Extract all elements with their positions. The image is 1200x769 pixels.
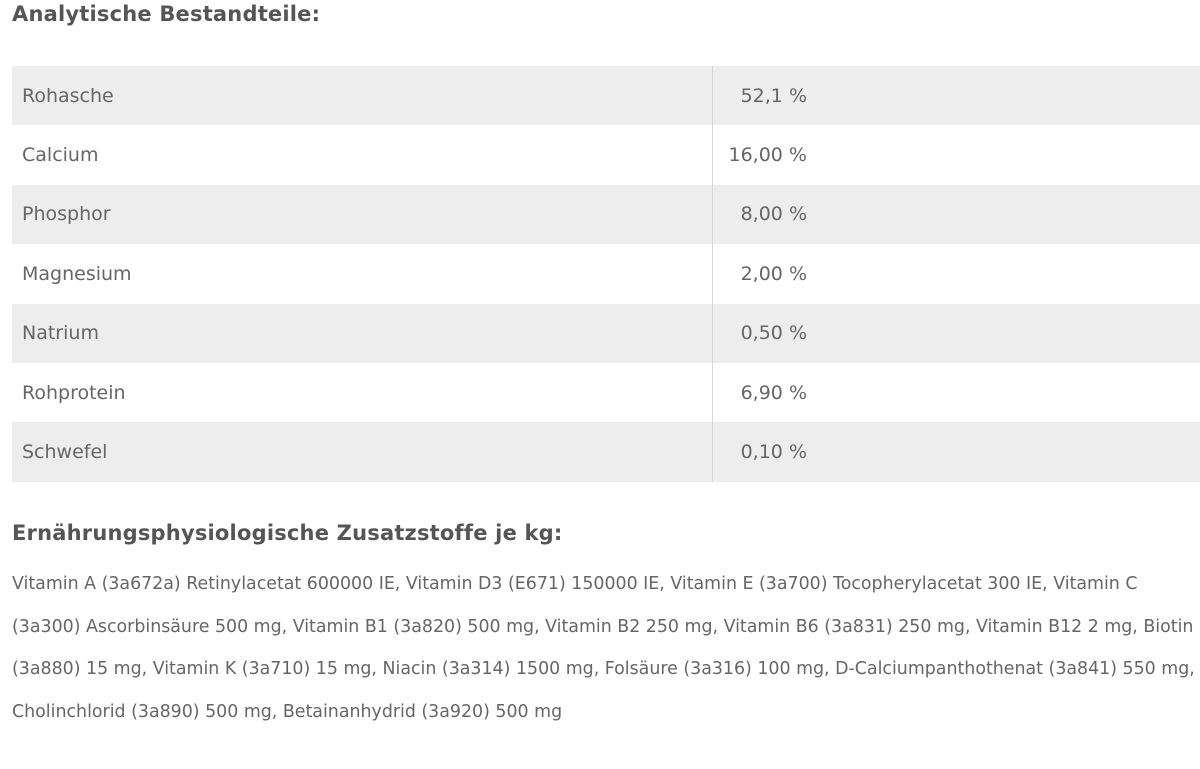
- component-name: Schwefel: [12, 422, 713, 482]
- table-row: Rohprotein 6,90 %: [12, 362, 1200, 423]
- component-value: 2,00 %: [740, 262, 807, 285]
- table-row: Phosphor 8,00 %: [12, 184, 1200, 245]
- component-value-cell: 52,1 %: [712, 66, 1200, 126]
- component-value: 16,00 %: [728, 144, 808, 167]
- component-value: 0,10 %: [740, 441, 807, 464]
- component-value-cell: 6,90 %: [712, 362, 1200, 423]
- additives-section-title: Ernährungsphysiologische Zusatzstoffe je…: [12, 521, 563, 545]
- component-value-cell: 0,50 %: [712, 303, 1200, 363]
- table-row: Calcium 16,00 %: [12, 125, 1200, 185]
- component-value-cell: 16,00 %: [712, 125, 1200, 185]
- table-row: Magnesium 2,00 %: [12, 244, 1200, 304]
- additives-description: Vitamin A (3a672a) Retinylacetat 600000 …: [12, 574, 1195, 722]
- component-value: 6,90 %: [740, 381, 807, 404]
- analytic-section-title: Analytische Bestandteile:: [12, 2, 321, 26]
- component-name: Phosphor: [12, 184, 713, 245]
- component-name: Rohasche: [12, 66, 713, 126]
- component-name: Magnesium: [12, 244, 713, 304]
- component-value-cell: 8,00 %: [712, 184, 1200, 245]
- component-value: 8,00 %: [740, 203, 807, 226]
- table-row: Schwefel 0,10 %: [12, 422, 1200, 482]
- analytic-table: Rohasche 52,1 % Calcium 16,00 % Phosphor…: [12, 66, 1200, 482]
- component-name: Rohprotein: [12, 362, 713, 423]
- component-value-cell: 2,00 %: [712, 244, 1200, 304]
- component-name: Natrium: [12, 303, 713, 363]
- component-value: 0,50 %: [740, 322, 807, 345]
- component-value: 52,1 %: [740, 84, 807, 107]
- table-row: Natrium 0,50 %: [12, 303, 1200, 363]
- component-name: Calcium: [12, 125, 713, 185]
- component-value-cell: 0,10 %: [712, 422, 1200, 482]
- table-row: Rohasche 52,1 %: [12, 66, 1200, 126]
